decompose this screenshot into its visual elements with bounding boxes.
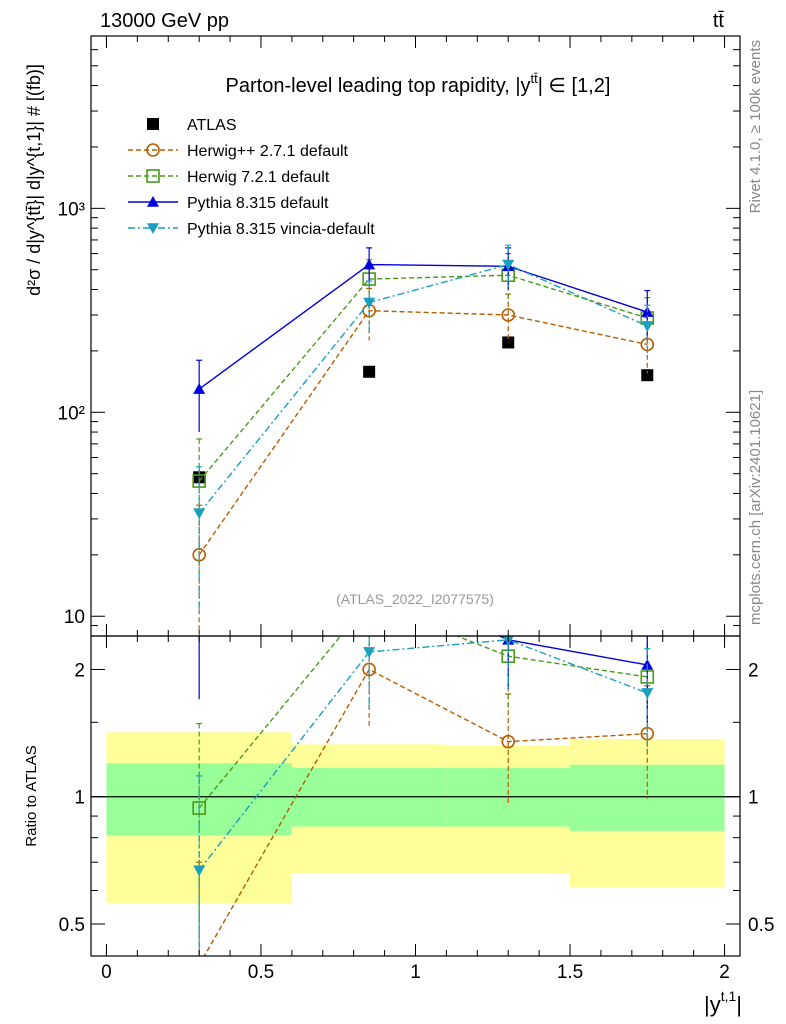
rivet-label: Rivet 4.1.0, ≥ 100k events bbox=[747, 40, 764, 213]
pythia-8-315-vincia-default-ratio-point bbox=[363, 647, 376, 658]
x-tick-label: 2 bbox=[719, 962, 730, 983]
ratio-y-tick-label: 2 bbox=[74, 660, 85, 681]
herwig-2-7-1-default-ratio-point bbox=[501, 734, 516, 749]
atlas-data-point bbox=[363, 365, 376, 378]
pythia-8-315-default-ratio-line bbox=[497, 636, 648, 666]
pythia-8-315-default-line bbox=[198, 263, 648, 390]
ratio-y-tick-label: 0.5 bbox=[59, 915, 85, 936]
main-panel: Parton-level leading top rapidity, |ytt̄… bbox=[58, 35, 741, 637]
pythia-8-315-vincia-default-ratio-point bbox=[193, 865, 206, 877]
pythia-8-315-vincia-default-point bbox=[502, 259, 515, 271]
chart-title: Parton-level leading top rapidity, |ytt̄… bbox=[226, 71, 611, 97]
herwig-2-7-1-default-line bbox=[198, 309, 648, 556]
legend-label-pythia-8-315-default: Pythia 8.315 default bbox=[187, 195, 329, 212]
ratio-y-tick-label-right: 0.5 bbox=[748, 915, 774, 936]
legend-marker-pythia-8-315-vincia-default bbox=[147, 223, 159, 234]
main-ylabel: d²σ / d|y^{tt̄}| d|y^{t,1}| # [(fb)] bbox=[24, 64, 44, 296]
mcplots-label: mcplots.cern.ch [arXiv:2401.10621] bbox=[747, 390, 764, 625]
ratio-y-tick-label-right: 2 bbox=[748, 660, 759, 681]
herwig-7-2-1-default-line bbox=[198, 274, 648, 482]
energy-label: 13000 GeV pp bbox=[100, 10, 229, 32]
y-tick-label: 10 bbox=[64, 607, 85, 628]
pythia-8-315-vincia-default-point bbox=[363, 297, 376, 309]
legend-label-pythia-8-315-vincia-default: Pythia 8.315 vincia-default bbox=[187, 221, 375, 238]
x-tick-label: 0 bbox=[101, 962, 112, 983]
ratio-y-tick-label-right: 1 bbox=[748, 788, 759, 809]
legend-marker-pythia-8-315-default bbox=[147, 196, 159, 207]
y-tick-label: 10³ bbox=[58, 199, 85, 220]
pythia-8-315-vincia-default-ratio-line bbox=[198, 639, 648, 871]
pythia-8-315-vincia-default-line bbox=[198, 263, 648, 514]
pythia-8-315-default-point bbox=[363, 258, 376, 270]
legend-marker-herwig-2-7-1-default bbox=[146, 143, 160, 157]
y-tick-label: 10² bbox=[58, 403, 85, 424]
watermark: (ATLAS_2022_I2077575) bbox=[336, 591, 494, 607]
pythia-8-315-vincia-default-point bbox=[193, 508, 206, 520]
ratio-y-tick-label: 1 bbox=[74, 788, 85, 809]
x-tick-label: 0.5 bbox=[248, 962, 274, 983]
legend: ATLAS Herwig++ 2.7.1 default Herwig 7.2.1 … bbox=[128, 117, 375, 238]
legend-label-herwig-2-7-1-default: Herwig++ 2.7.1 default bbox=[187, 143, 349, 160]
pythia-8-315-default-ratio-point bbox=[363, 572, 375, 583]
legend-label-herwig-7-2-1-default: Herwig 7.2.1 default bbox=[187, 169, 330, 186]
herwig-2-7-1-default-ratio-line bbox=[203, 668, 648, 956]
process-label: tt̄ bbox=[713, 10, 725, 32]
ratio-ylabel: Ratio to ATLAS bbox=[23, 745, 40, 846]
x-tick-label: 1 bbox=[410, 962, 421, 983]
herwig-2-7-1-default-ratio-point bbox=[193, 959, 205, 971]
atlas-data-point bbox=[641, 369, 654, 382]
pythia-8-315-default-point bbox=[193, 383, 206, 394]
pythia-8-315-vincia-default-point bbox=[641, 321, 654, 332]
legend-marker-atlas bbox=[147, 118, 159, 130]
pythia-8-315-vincia-default-ratio-point bbox=[641, 688, 654, 699]
legend-marker-herwig-7-2-1-default bbox=[146, 169, 160, 183]
legend-label-atlas: ATLAS bbox=[187, 117, 237, 134]
herwig-2-7-1-default-point bbox=[501, 308, 516, 322]
x-axis-label: |yt,1| bbox=[704, 988, 742, 1017]
x-tick-label: 1.5 bbox=[557, 962, 583, 983]
ratio-panel: 0 0.5 1 1.5 2 0.5 0.5 1 1 2 2 bbox=[59, 572, 774, 983]
